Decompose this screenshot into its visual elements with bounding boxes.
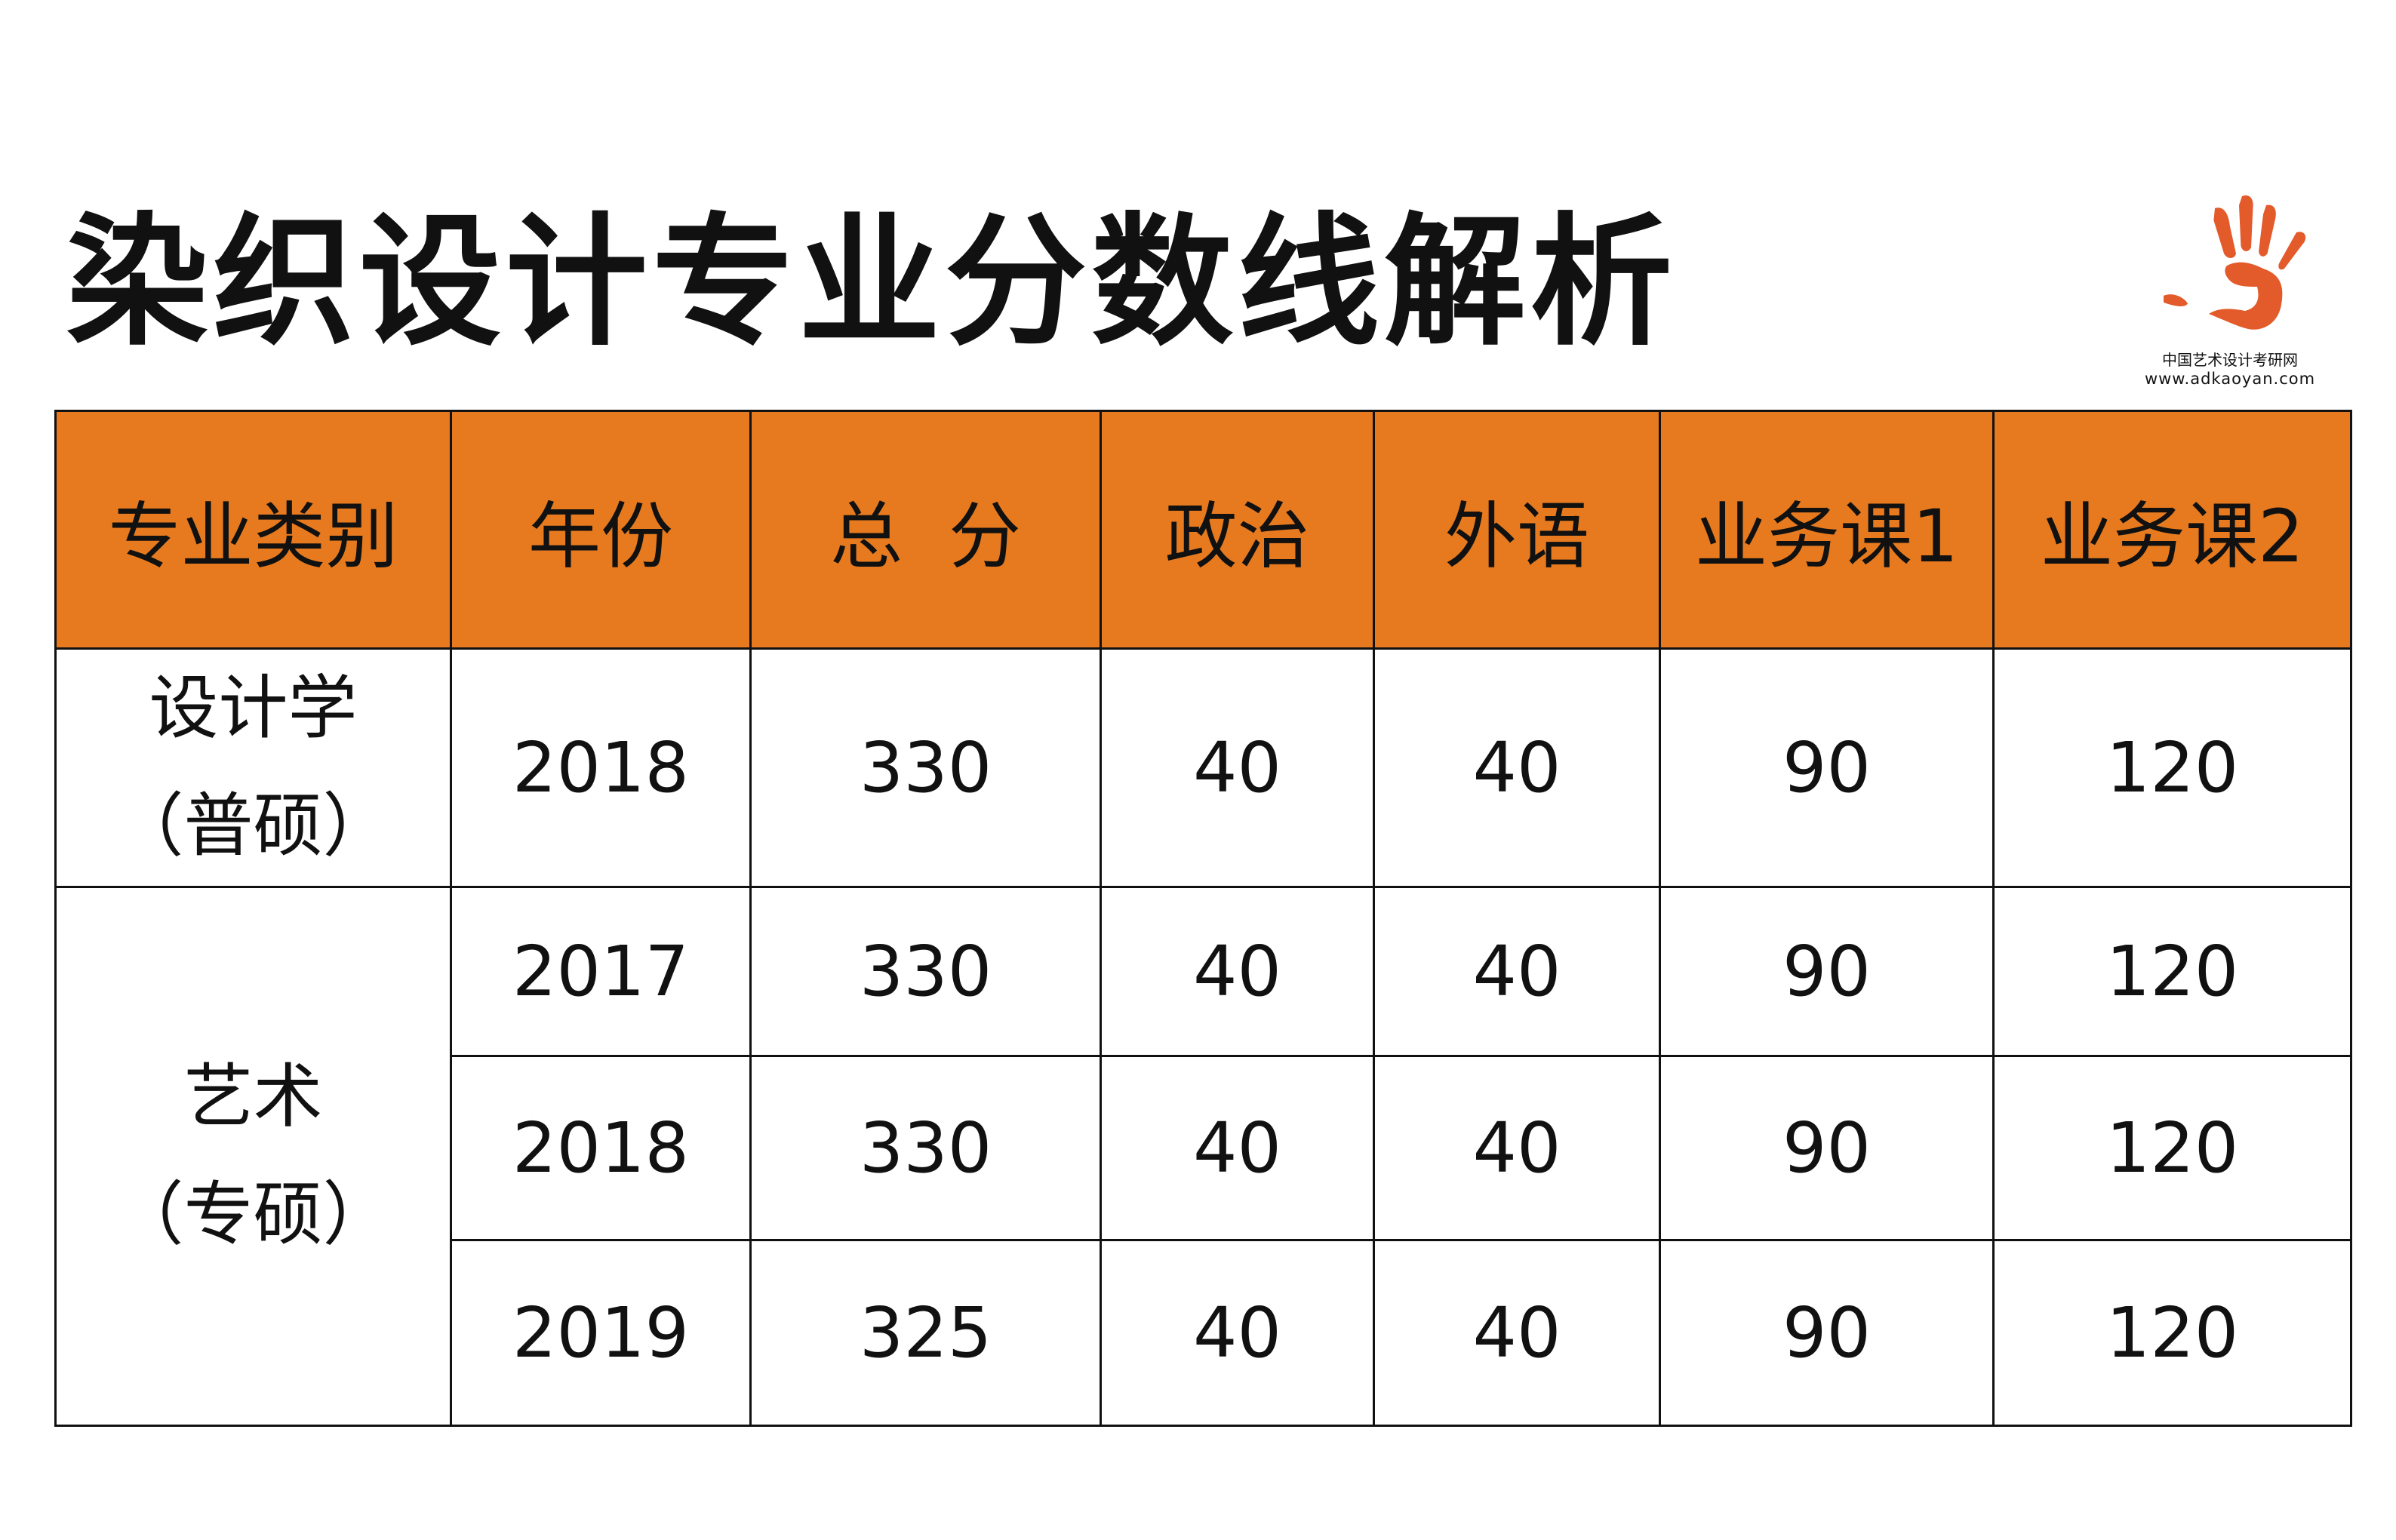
politics-cell: 40 (1100, 647, 1375, 888)
table-row: 设计学 （普硕） 2018 330 40 40 90 120 (54, 647, 2352, 888)
course2-cell: 120 (1992, 885, 2352, 1057)
politics-cell: 40 (1100, 885, 1375, 1057)
course2-cell: 120 (1992, 1054, 2352, 1241)
category-cell: 艺术 （专硕） (54, 885, 452, 1427)
course2-cell: 120 (1992, 1238, 2352, 1427)
handprint-icon (2164, 195, 2306, 330)
year-cell: 2017 (450, 885, 752, 1057)
year-cell: 2019 (450, 1238, 752, 1427)
language-cell: 40 (1373, 647, 1661, 888)
logo: 中国艺术设计考研网 www.adkaoyan.com (2128, 170, 2332, 388)
course1-cell: 90 (1659, 885, 1995, 1057)
category-type: （普硕） (114, 785, 392, 867)
course1-cell: 90 (1659, 1238, 1995, 1427)
language-cell: 40 (1373, 1054, 1661, 1241)
header-course1: 业务课1 (1659, 410, 1995, 650)
year-cell: 2018 (450, 647, 752, 888)
total-cell: 330 (749, 647, 1102, 888)
category-cell: 设计学 （普硕） (54, 647, 452, 888)
category-type: （专硕） (114, 1174, 392, 1256)
header-row: 专业类别 年份 总 分 政治 外语 业务课1 业务课2 (54, 410, 2352, 650)
logo-url: www.adkaoyan.com (2144, 370, 2316, 388)
header-year: 年份 (450, 410, 752, 650)
header-category: 专业类别 (54, 410, 452, 650)
header-language: 外语 (1373, 410, 1661, 650)
table-row: 艺术 （专硕） 2017 330 40 40 90 120 (54, 885, 2352, 1427)
header-total: 总 分 (749, 410, 1102, 650)
page-title: 染织设计专业分数线解析 (66, 198, 1677, 365)
score-table: 专业类别 年份 总 分 政治 外语 业务课1 业务课2 设计学 （普硕） 201… (54, 410, 2352, 1427)
course1-cell: 90 (1659, 1054, 1995, 1241)
total-cell: 325 (749, 1238, 1102, 1427)
language-cell: 40 (1373, 1238, 1661, 1427)
politics-cell: 40 (1100, 1238, 1375, 1427)
total-cell: 330 (749, 1054, 1102, 1241)
language-cell: 40 (1373, 885, 1661, 1057)
header-course2: 业务课2 (1992, 410, 2352, 650)
course2-cell: 120 (1992, 647, 2352, 888)
table-row: 2018 330 40 40 90 120 (56, 1054, 2352, 1241)
total-cell: 330 (749, 885, 1102, 1057)
logo-name: 中国艺术设计考研网 (2162, 351, 2298, 369)
politics-cell: 40 (1100, 1054, 1375, 1241)
year-cell: 2018 (450, 1054, 752, 1241)
category-name: 艺术 (183, 1056, 323, 1137)
header-politics: 政治 (1100, 410, 1375, 650)
table-row: 2019 325 40 40 90 120 (56, 1238, 2352, 1427)
course1-cell: 90 (1659, 647, 1995, 888)
category-name: 设计学 (149, 668, 358, 748)
